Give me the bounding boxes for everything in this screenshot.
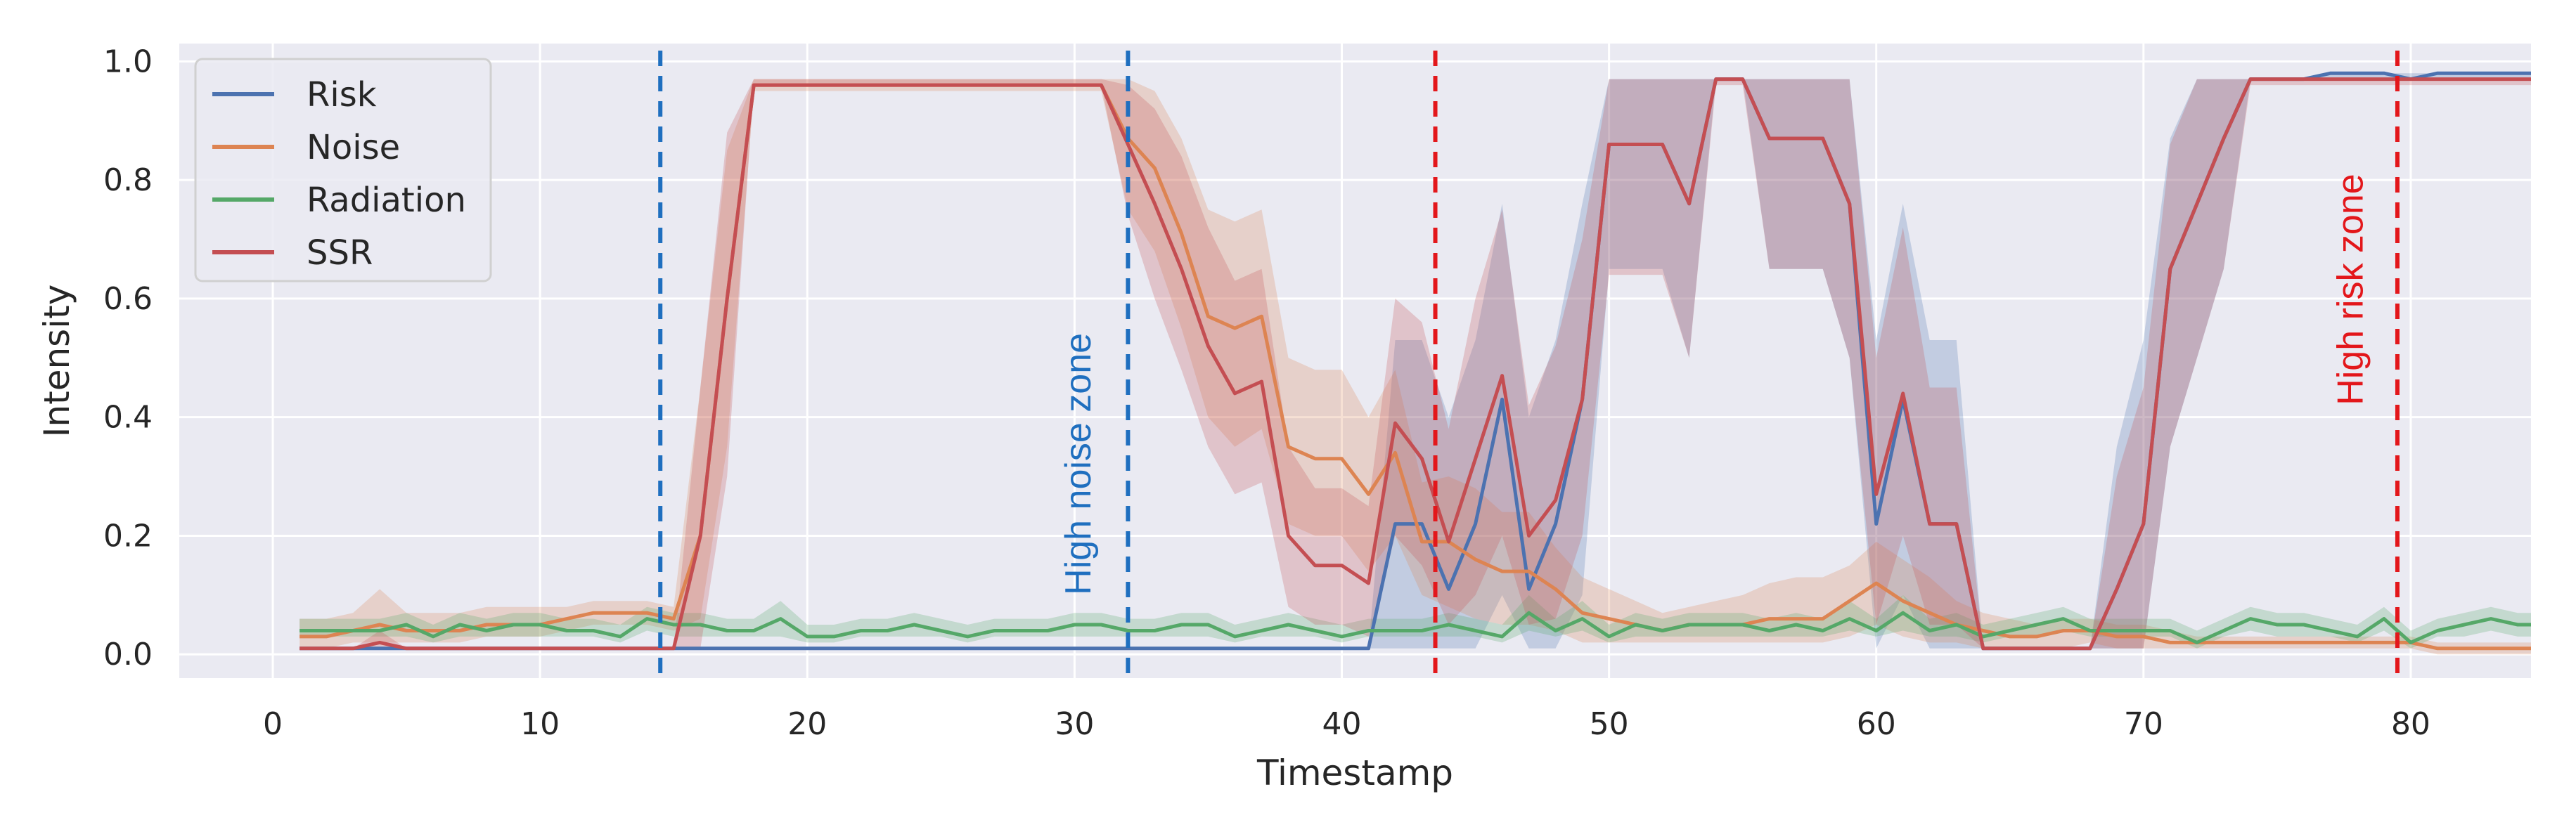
high-noise-zone-annotation: High noise zone — [1058, 333, 1099, 595]
x-tick-label: 20 — [787, 706, 827, 742]
ssr-confidence-band — [300, 79, 2531, 649]
legend: Risk Noise Radiation SSR — [194, 58, 492, 282]
x-tick-label: 10 — [520, 706, 560, 742]
y-tick-label: 0.0 — [103, 637, 153, 672]
zone-boundary-lines — [658, 51, 2400, 678]
x-tick-label: 50 — [1590, 706, 1629, 742]
radiation-series-line — [300, 611, 2531, 644]
y-tick-label: 0.6 — [103, 281, 153, 317]
legend-label-radiation: Radiation — [307, 181, 466, 220]
legend-label-ssr: SSR — [307, 233, 373, 273]
confidence-bands — [300, 73, 2531, 655]
high-risk-zone-annotation: High risk zone — [2331, 174, 2371, 405]
series-lines — [300, 71, 2531, 651]
y-tick-label: 0.2 — [103, 518, 153, 554]
zone-annotations: High noise zone High risk zone — [1058, 174, 2371, 595]
y-axis-title: Intensity — [37, 285, 77, 438]
y-tick-label: 0.4 — [103, 400, 153, 436]
x-tick-label: 80 — [2391, 706, 2430, 742]
risk-confidence-band — [300, 73, 2531, 649]
x-axis-title: Timestamp — [1256, 753, 1453, 793]
x-tick-label: 40 — [1322, 706, 1361, 742]
x-tick-label: 60 — [1857, 706, 1896, 742]
x-tick-label: 70 — [2124, 706, 2163, 742]
y-tick-label: 0.8 — [103, 162, 153, 198]
legend-entry-radiation: Radiation — [212, 181, 466, 220]
legend-box — [194, 58, 492, 282]
legend-entries: Risk Noise Radiation SSR — [212, 75, 466, 273]
axis-tick-labels: 0 10 20 30 40 50 60 70 80 0.0 0.2 0.4 0.6 0.8 1.0 — [103, 44, 2430, 742]
ssr-series-line — [300, 77, 2531, 651]
radiation-confidence-band — [300, 594, 2531, 649]
legend-label-risk: Risk — [307, 75, 377, 115]
noise-confidence-band — [300, 79, 2531, 655]
noise-series-line — [300, 83, 2531, 651]
x-tick-label: 30 — [1055, 706, 1094, 742]
x-tick-label: 0 — [263, 706, 283, 742]
y-tick-label: 1.0 — [103, 44, 153, 79]
legend-entry-noise: Noise — [212, 128, 400, 167]
legend-label-noise: Noise — [307, 128, 400, 167]
legend-entry-ssr: SSR — [212, 233, 373, 273]
legend-entry-risk: Risk — [212, 75, 377, 115]
